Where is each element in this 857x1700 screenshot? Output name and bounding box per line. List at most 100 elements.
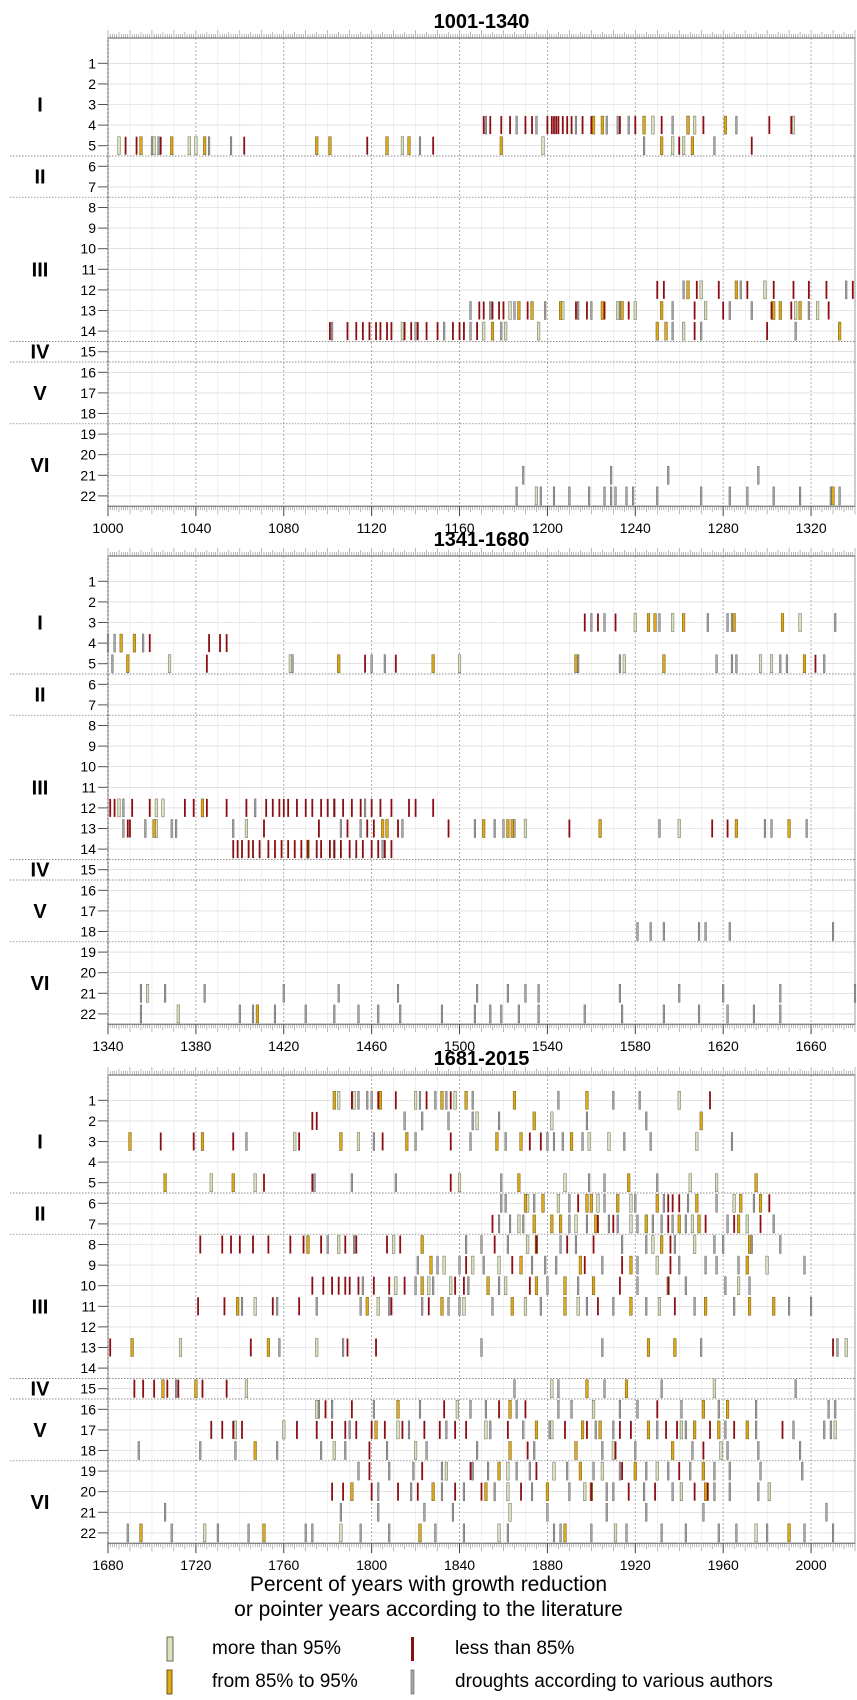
event-bar-less-85	[630, 1420, 632, 1439]
event-bar-drought	[476, 984, 479, 1003]
event-bar-drought	[546, 1503, 549, 1522]
event-bar-drought	[509, 1214, 512, 1234]
event-bar-from-85-95	[585, 1091, 589, 1110]
row-label: 19	[80, 426, 96, 442]
event-bar-drought	[636, 922, 639, 941]
event-bar-less-85	[693, 322, 696, 341]
event-bar-drought	[750, 301, 753, 320]
group-label: II	[34, 1204, 45, 1226]
event-bar-more-95	[462, 1297, 466, 1316]
event-bar-drought	[372, 1400, 375, 1419]
event-bar-less-85	[366, 819, 369, 838]
event-bar-less-85	[673, 1297, 676, 1316]
event-bar-drought	[829, 486, 832, 506]
event-bar-less-85	[476, 322, 479, 341]
event-bar-drought	[831, 1523, 835, 1543]
event-bar-more-95	[798, 613, 802, 632]
event-bar-more-95	[484, 1420, 488, 1440]
event-bar-drought	[746, 486, 749, 506]
row-label: 4	[88, 117, 96, 133]
event-bar-less-85	[506, 1420, 509, 1439]
event-bar-drought	[348, 1420, 351, 1440]
event-bar-less-85	[166, 1379, 169, 1398]
event-bar-drought	[590, 613, 593, 632]
event-bar-drought	[137, 1441, 140, 1460]
event-bar-drought	[544, 301, 547, 320]
group-label: VI	[31, 455, 50, 477]
event-bar-drought	[831, 922, 835, 941]
row-label: 15	[80, 1381, 96, 1397]
event-bar-drought	[175, 1379, 178, 1398]
row-label: 21	[80, 985, 96, 1001]
event-bar-from-85-95	[506, 819, 510, 838]
event-bar-more-95	[699, 280, 703, 300]
event-bar-drought	[618, 301, 621, 320]
event-bar-more-95	[794, 301, 798, 320]
event-bar-drought	[498, 1276, 501, 1295]
event-bar-less-85	[621, 1256, 624, 1275]
event-bar-drought	[232, 819, 235, 838]
event-bar-from-85-95	[194, 1379, 198, 1398]
event-bar-drought	[612, 1297, 615, 1316]
panel-3: 1681-2015IIIIIIIVVVI12345678910111213141…	[10, 1048, 856, 1570]
event-bar-drought	[366, 1091, 369, 1110]
event-bar-from-85-95	[253, 1441, 257, 1460]
event-bar-less-85	[331, 1276, 333, 1295]
event-bar-drought	[601, 1441, 604, 1460]
event-bar-drought	[240, 1297, 244, 1316]
group-label: IV	[31, 1379, 51, 1401]
event-bar-drought	[691, 1441, 694, 1460]
event-bar-from-85-95	[616, 1194, 620, 1213]
event-bar-drought	[616, 1214, 619, 1234]
event-bar-more-95	[671, 136, 675, 155]
event-bar-drought	[829, 1420, 832, 1440]
event-bar-more-95	[677, 1091, 681, 1110]
event-bar-less-85	[148, 634, 151, 653]
row-label: 4	[88, 1154, 96, 1170]
row-label: 19	[80, 944, 96, 960]
row-label: 22	[80, 1525, 96, 1541]
event-bar-less-85	[597, 613, 599, 632]
event-bar-drought	[792, 1420, 795, 1440]
row-label: 9	[88, 220, 96, 236]
x-tick-label: 1800	[356, 1557, 387, 1570]
event-bar-more-95	[400, 136, 404, 155]
event-bar-from-85-95	[396, 1400, 400, 1419]
event-bar-less-85	[592, 1235, 595, 1254]
event-bar-from-85-95	[517, 1173, 521, 1192]
event-bar-drought	[122, 819, 125, 838]
event-bar-from-85-95	[660, 301, 664, 320]
event-bar-drought	[803, 1523, 806, 1543]
group-label: I	[37, 95, 43, 117]
event-bar-drought	[713, 1235, 716, 1254]
event-bar-less-85	[324, 1400, 327, 1419]
event-bar-from-85-95	[418, 1523, 422, 1543]
event-bar-drought	[276, 1297, 279, 1316]
x-tick-label: 1080	[268, 520, 299, 536]
event-bar-drought	[304, 1523, 307, 1543]
event-bar-drought	[612, 1091, 615, 1110]
event-bar-drought	[825, 1503, 828, 1522]
event-bar-more-95	[693, 1235, 697, 1254]
event-bar-drought	[278, 1338, 281, 1357]
event-bar-drought	[331, 1400, 334, 1419]
event-bar-less-85	[397, 1482, 399, 1501]
event-bar-less-85	[706, 1482, 709, 1501]
event-bar-drought	[645, 1503, 648, 1522]
event-bar-drought	[353, 1235, 356, 1254]
group-label: I	[37, 613, 43, 635]
event-bar-drought	[401, 819, 404, 838]
row-label: 3	[88, 97, 96, 113]
event-bar-drought	[522, 466, 525, 485]
event-bar-from-85-95	[594, 1214, 598, 1234]
event-bar-less-85	[307, 840, 309, 859]
event-bar-less-85	[693, 1482, 696, 1501]
event-bar-less-85	[449, 1132, 452, 1151]
event-bar-less-85	[750, 136, 753, 155]
event-bar-drought	[414, 1276, 417, 1295]
event-bar-drought	[139, 984, 143, 1003]
event-bar-less-85	[333, 798, 336, 817]
event-bar-less-85	[280, 840, 283, 859]
event-bar-less-85	[267, 1235, 270, 1254]
event-bar-less-85	[315, 1111, 318, 1130]
